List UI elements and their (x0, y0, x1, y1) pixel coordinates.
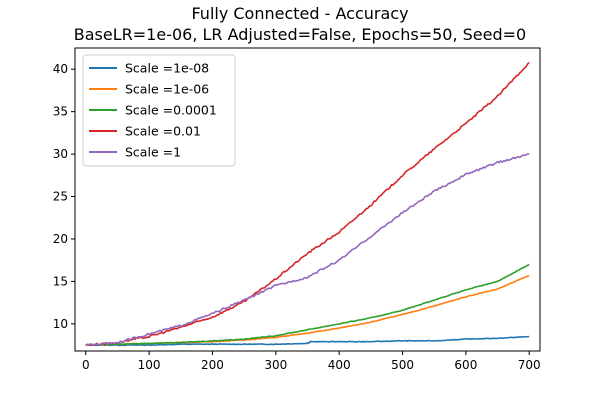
legend-label: Scale =0.0001 (125, 103, 217, 118)
y-tick-label: 40 (53, 62, 68, 76)
series-line-1 (85, 335, 530, 347)
legend-box (82, 54, 236, 167)
legend-label: Scale =1 (125, 145, 181, 160)
plot-frame (74, 47, 541, 352)
chart-subtitle: BaseLR=1e-06, LR Adjusted=False, Epochs=… (74, 25, 526, 44)
x-tick-label: 500 (391, 358, 414, 372)
y-tick-label: 20 (53, 232, 68, 246)
y-tick-label: 30 (53, 147, 68, 161)
chart-title: Fully Connected - Accuracy (191, 4, 408, 23)
legend: Scale =1e-08 Scale =1e-06 Scale =0.0001 Sca… (82, 54, 236, 167)
series-line-3 (85, 263, 530, 346)
x-tick-label: 400 (328, 358, 351, 372)
series-line-5 (85, 153, 530, 347)
legend-label: Scale =0.01 (125, 124, 201, 139)
y-tick-label: 10 (53, 317, 68, 331)
y-tick-label: 35 (53, 105, 68, 119)
x-tick-label: 0 (82, 358, 90, 372)
y-tick-label: 25 (53, 190, 68, 204)
axes: 0 100 200 300 400 500 600 700 10 15 20 25 30 35 40 (53, 47, 541, 372)
x-tick-label: 600 (454, 358, 477, 372)
legend-label: Scale =1e-08 (125, 61, 209, 76)
y-tick-label: 15 (53, 274, 68, 288)
x-tick-label: 700 (518, 358, 541, 372)
x-tick-label: 100 (138, 358, 161, 372)
x-tick-label: 300 (264, 358, 287, 372)
series-lines (85, 61, 530, 347)
series-line-4 (85, 61, 530, 347)
x-tick-label: 200 (201, 358, 224, 372)
legend-label: Scale =1e-06 (125, 82, 209, 97)
